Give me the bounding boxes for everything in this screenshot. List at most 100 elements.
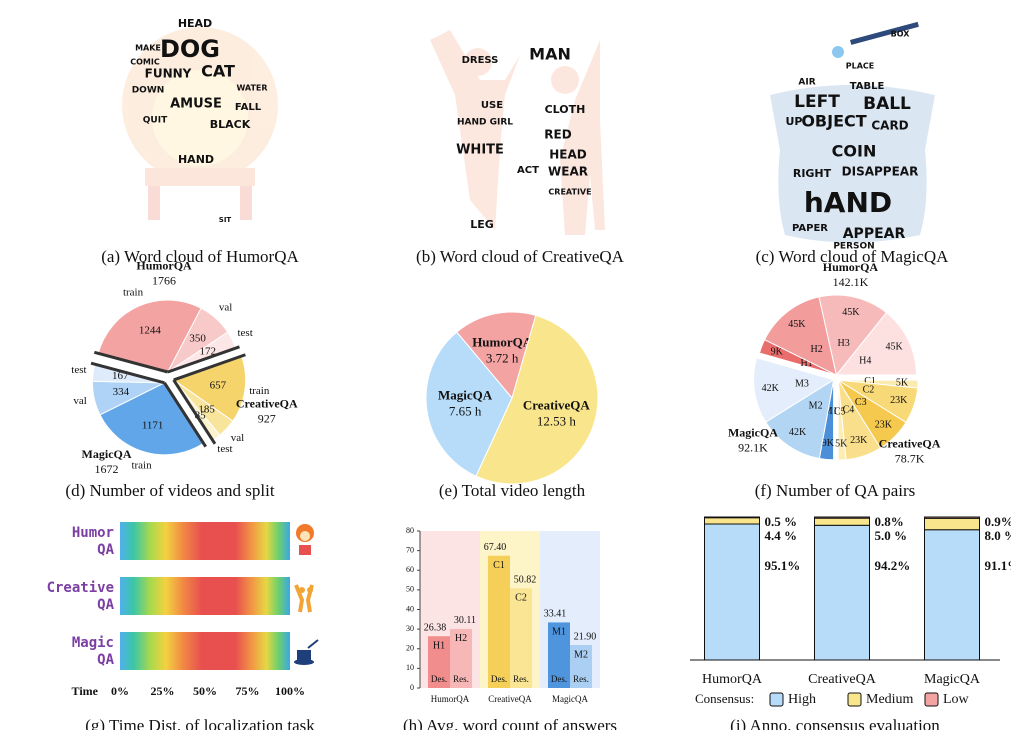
- slice-value: 5K: [835, 438, 848, 449]
- word: AMUSE: [170, 97, 222, 112]
- group-name: CreativeQA: [236, 397, 298, 411]
- word: PLACE: [846, 62, 875, 71]
- bar-segment: [814, 524, 870, 661]
- word: FUNNY: [145, 67, 192, 81]
- word: RIGHT: [793, 167, 832, 180]
- word: QUIT: [143, 116, 168, 126]
- caption: (c) Word cloud of MagicQA: [756, 247, 950, 266]
- slice-value: 45K: [842, 307, 860, 318]
- slice-name: C3: [855, 397, 867, 408]
- segment-label: 8.0 %: [985, 528, 1011, 543]
- segment-label: 95.1%: [765, 558, 801, 573]
- series-name: Des.: [491, 674, 507, 684]
- segment-label: 4.4 %: [765, 528, 798, 543]
- y-tick-label: 50: [406, 585, 414, 594]
- heat-strip: [120, 577, 290, 615]
- word: PAPER: [792, 223, 828, 234]
- bar-segment: [814, 517, 870, 526]
- x-tick-label: 100%: [275, 684, 305, 698]
- y-tick-label: 80: [406, 526, 414, 535]
- slice-name: M2: [809, 401, 823, 412]
- word: hAND: [804, 186, 892, 219]
- segment-label: 0.5 %: [765, 514, 798, 529]
- y-tick-label: 40: [406, 604, 414, 613]
- slice-name: C2: [863, 385, 875, 396]
- slice-value: 23K: [875, 420, 893, 431]
- y-tick-label: 60: [406, 565, 414, 574]
- x-tick-label: CreativeQA: [488, 694, 532, 704]
- word: HAND: [178, 153, 214, 166]
- group-separator: [90, 361, 165, 385]
- word: OBJECT: [801, 112, 866, 131]
- word: WEAR: [548, 165, 588, 179]
- pie-slice: [818, 294, 888, 377]
- bar-segment: [924, 516, 980, 519]
- segment-label: 0.9%: [985, 514, 1011, 529]
- slice-name: val: [73, 395, 86, 407]
- slice-value: 9K: [822, 438, 835, 449]
- segment-label: 91.1%: [985, 558, 1011, 573]
- slice-name: C4: [843, 405, 855, 416]
- pie-slice: [172, 355, 247, 422]
- word: WHITE: [456, 143, 504, 158]
- bar: [428, 636, 450, 688]
- bar-segment: [924, 517, 980, 531]
- caption: (e) Total video length: [439, 481, 586, 500]
- bar: [548, 622, 570, 688]
- pie-slice: [99, 382, 205, 456]
- bar-label: C2: [515, 593, 527, 604]
- y-tick-label: 10: [406, 663, 414, 672]
- word: USE: [481, 100, 503, 111]
- slice-name: MagicQA: [438, 387, 493, 402]
- pie-slice: [764, 378, 835, 460]
- word: CREATIVE: [548, 188, 591, 197]
- slice-value: 85: [195, 409, 207, 421]
- group-separator: [173, 353, 246, 382]
- slice-value: 7.65 h: [449, 403, 482, 418]
- caption: (a) Word cloud of HumorQA: [101, 247, 299, 266]
- series-name: Res.: [453, 674, 469, 684]
- word: BLACK: [210, 118, 251, 131]
- slice-name: HumorQA: [472, 335, 533, 350]
- word: AIR: [798, 78, 815, 88]
- pie-slice: [456, 311, 537, 400]
- bar-value: 30.11: [454, 615, 476, 626]
- caption: (b) Word cloud of CreativeQA: [416, 247, 625, 266]
- word: UP: [786, 115, 803, 128]
- word: HEAD: [178, 17, 212, 30]
- group-name: HumorQA: [136, 258, 192, 272]
- y-tick-label: 20: [406, 644, 414, 653]
- row-label: QA: [97, 652, 114, 668]
- bar-label: H2: [455, 633, 467, 644]
- segment-label: 5.0 %: [875, 528, 908, 543]
- word: SIT: [219, 216, 232, 224]
- word: DOWN: [132, 86, 165, 96]
- series-name: Des.: [551, 674, 567, 684]
- slice-value: 9K: [771, 346, 784, 357]
- word: CLOTH: [545, 103, 586, 116]
- slice-value: 42K: [762, 383, 780, 394]
- slice-value: 45K: [788, 319, 806, 330]
- slice-name: val: [231, 432, 244, 444]
- x-tick-label: HumorQA: [431, 694, 470, 704]
- x-tick-label: MagicQA: [552, 694, 588, 704]
- bar-segment: [814, 516, 870, 519]
- slice-value: 23K: [850, 435, 868, 446]
- bar-value: 21.90: [574, 631, 597, 642]
- pie-slice: [97, 299, 202, 373]
- legend-swatch: [924, 692, 939, 707]
- bar-segment: [924, 529, 980, 661]
- bar-label: C1: [493, 560, 505, 571]
- x-tick-label: HumorQA: [702, 672, 763, 687]
- x-tick-label: 75%: [236, 684, 260, 698]
- bar-label: H1: [433, 641, 445, 652]
- y-tick-label: 30: [406, 624, 414, 633]
- slice-name: train: [131, 460, 152, 472]
- word: PERSON: [833, 242, 874, 252]
- word: MAN: [529, 45, 571, 64]
- slice-name: H1: [800, 358, 812, 369]
- bar: [510, 588, 532, 688]
- slice-name: C5: [834, 406, 846, 417]
- magic-silhouette: [770, 21, 935, 243]
- legend-swatch: [769, 692, 784, 707]
